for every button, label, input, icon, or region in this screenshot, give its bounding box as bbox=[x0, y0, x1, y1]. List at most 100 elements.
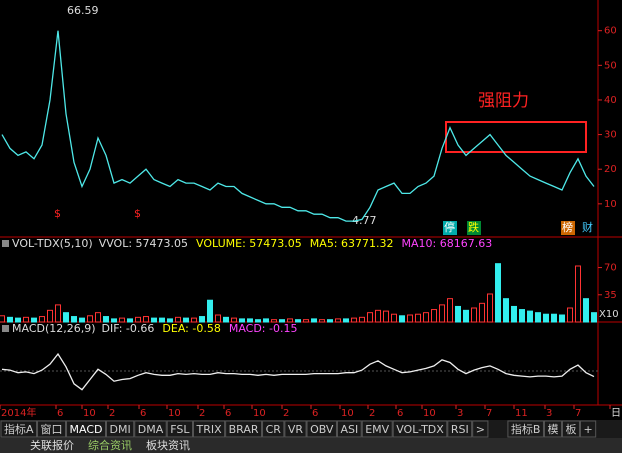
tab[interactable]: 指标A bbox=[4, 422, 34, 436]
date-label: 6 bbox=[397, 408, 403, 419]
volume-bar bbox=[31, 317, 37, 323]
volume-bar bbox=[143, 316, 149, 323]
volume-bar bbox=[447, 298, 453, 323]
signal: $ bbox=[54, 207, 61, 220]
volume-bar bbox=[71, 316, 77, 323]
tab[interactable]: BRAR bbox=[229, 423, 259, 436]
y-tick-label: 35 bbox=[604, 290, 617, 301]
volume-bar bbox=[383, 310, 389, 323]
volume-bar bbox=[207, 299, 213, 323]
volume-bar bbox=[575, 265, 581, 323]
indicator-value: MACD: -0.15 bbox=[229, 322, 298, 335]
date-label: 10 bbox=[83, 408, 96, 419]
tab-border bbox=[507, 420, 544, 438]
header-marker bbox=[2, 240, 9, 247]
volume-bar bbox=[175, 316, 181, 323]
volume-bar bbox=[423, 312, 429, 323]
date-label: 10 bbox=[341, 408, 354, 419]
tab-border bbox=[262, 420, 285, 438]
badge[interactable]: 跌 bbox=[468, 220, 479, 234]
badge[interactable]: 财 bbox=[582, 220, 593, 234]
volume-bar bbox=[47, 309, 53, 323]
tab[interactable]: EMV bbox=[365, 423, 389, 436]
volume-bar bbox=[343, 318, 349, 323]
tab[interactable]: OBV bbox=[310, 423, 334, 436]
tab[interactable]: > bbox=[476, 423, 485, 436]
date-label: 6 bbox=[225, 408, 231, 419]
date-label: 6 bbox=[312, 408, 318, 419]
y-tick-label: 70 bbox=[604, 263, 617, 274]
volume-bar bbox=[255, 319, 261, 323]
macd-header: MACD(12,26,9) DIF: -0.66 DEA: -0.58 MACD: -… bbox=[2, 322, 297, 335]
volume-bar bbox=[279, 319, 285, 323]
tab[interactable]: 指标B bbox=[511, 422, 541, 436]
date-label: 2 bbox=[109, 408, 115, 419]
badge[interactable]: 榜 bbox=[562, 220, 573, 234]
indicator-name[interactable]: MACD(12,26,9) bbox=[12, 322, 96, 335]
tab[interactable]: 板 bbox=[565, 422, 576, 436]
tab-border bbox=[543, 420, 562, 438]
tab[interactable]: RSI bbox=[451, 423, 469, 436]
volume-bar bbox=[183, 317, 189, 323]
tab-border bbox=[306, 420, 337, 438]
tab-border bbox=[392, 420, 448, 438]
tab[interactable]: 窗口 bbox=[41, 422, 63, 436]
tab-border bbox=[134, 420, 167, 438]
date-label: 6 bbox=[140, 408, 146, 419]
bottom-tab[interactable]: 板块资讯 bbox=[146, 438, 190, 452]
indicator-value: DEA: -0.58 bbox=[162, 322, 220, 335]
tab[interactable]: VOL-TDX bbox=[396, 423, 444, 436]
volume-bar bbox=[439, 304, 445, 323]
tab[interactable]: + bbox=[583, 423, 592, 436]
volume-bar bbox=[215, 314, 221, 323]
volume-bar bbox=[359, 316, 365, 323]
volume-bar bbox=[455, 305, 461, 323]
tab[interactable]: DMA bbox=[138, 423, 164, 436]
tab[interactable]: FSL bbox=[170, 423, 190, 436]
tab-border bbox=[0, 420, 38, 438]
bottom-tab[interactable]: 综合资讯 bbox=[88, 438, 132, 452]
volume-bar bbox=[407, 314, 413, 323]
volume-bar bbox=[415, 313, 421, 323]
volume-bar bbox=[479, 302, 485, 323]
y-tick-label: 10 bbox=[604, 199, 617, 210]
indicator-value: VOLUME: 57473.05 bbox=[196, 237, 302, 250]
volume-bar bbox=[431, 309, 437, 323]
dif-line bbox=[1, 352, 595, 391]
volume-bar bbox=[583, 298, 589, 323]
volume-bar bbox=[303, 319, 309, 323]
volume-bar bbox=[223, 316, 229, 323]
price-line bbox=[1, 30, 595, 222]
tab[interactable]: TRIX bbox=[195, 423, 222, 436]
tab[interactable]: CR bbox=[266, 423, 282, 436]
volume-bar bbox=[319, 319, 325, 323]
volume-bar bbox=[271, 319, 277, 323]
date-label: 3 bbox=[546, 408, 552, 419]
bottom-tab[interactable]: 关联报价 bbox=[30, 438, 74, 452]
volume-bar bbox=[199, 316, 205, 323]
volume-bar bbox=[287, 318, 293, 323]
volume-bar bbox=[487, 293, 493, 323]
volume-bar bbox=[247, 318, 253, 323]
volume-bar bbox=[567, 307, 573, 323]
badge[interactable]: 停 bbox=[444, 220, 455, 234]
volume-bar bbox=[263, 318, 269, 323]
volume-bar bbox=[103, 316, 109, 323]
tab[interactable]: 模 bbox=[547, 423, 558, 436]
badge-bg bbox=[443, 221, 457, 235]
indicator-value: DIF: -0.66 bbox=[102, 322, 155, 335]
tab[interactable]: MACD bbox=[70, 423, 103, 436]
volume-bar bbox=[535, 312, 541, 323]
volume-bar bbox=[151, 317, 157, 323]
tab-border bbox=[106, 420, 135, 438]
tab[interactable]: DMI bbox=[110, 423, 131, 436]
indicator-value: VVOL: 57473.05 bbox=[99, 237, 188, 250]
tab[interactable]: VR bbox=[288, 423, 304, 436]
tab[interactable]: ASI bbox=[340, 423, 358, 436]
badge-bg bbox=[561, 221, 575, 235]
date-label: 2 bbox=[369, 408, 375, 419]
indicator-name[interactable]: VOL-TDX(5,10) bbox=[12, 237, 93, 250]
volume-bar bbox=[119, 317, 125, 323]
tab-border bbox=[447, 420, 473, 438]
